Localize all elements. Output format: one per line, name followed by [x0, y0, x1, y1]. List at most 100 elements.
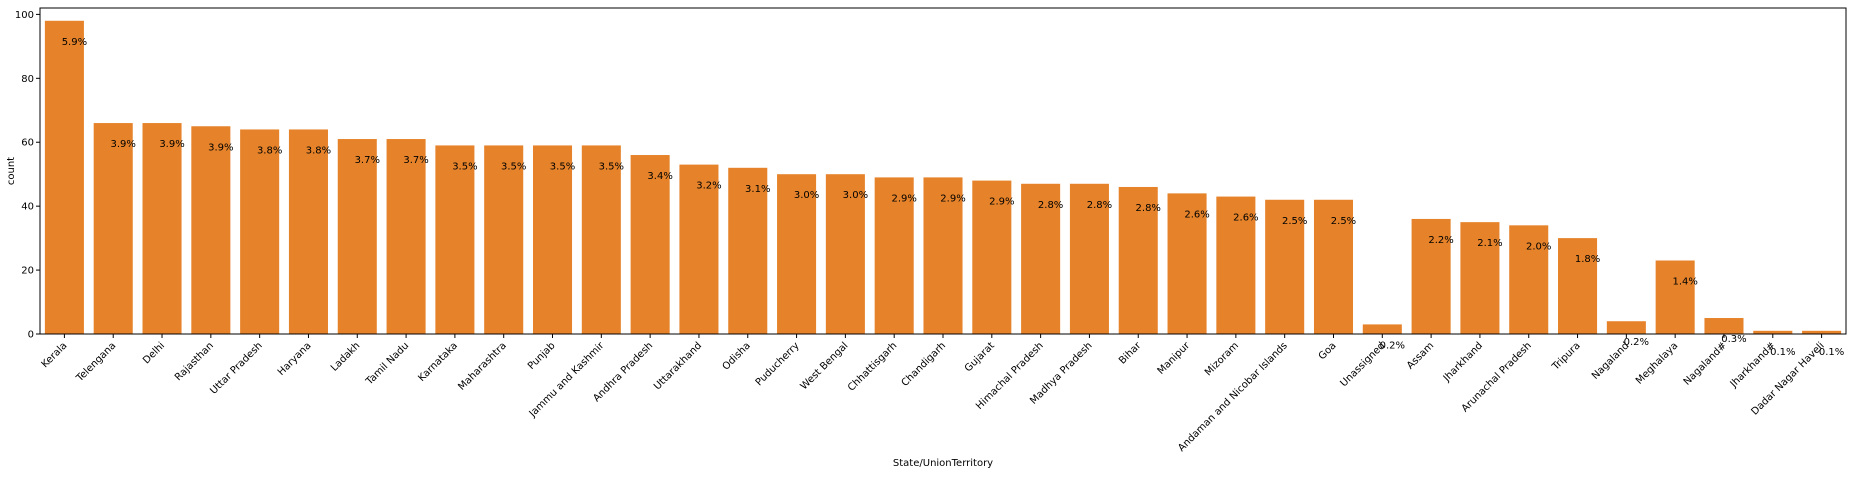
percent-label: 0.2% — [1624, 337, 1649, 348]
y-tick-label: 20 — [21, 266, 34, 277]
x-tick-label: Mizoram — [1203, 340, 1241, 378]
percent-label: 3.7% — [403, 155, 428, 166]
bar — [777, 174, 817, 334]
bar — [1216, 196, 1256, 334]
bar — [581, 145, 621, 334]
x-tick-label: Tripura — [1550, 340, 1583, 373]
percent-label: 2.2% — [1428, 235, 1453, 246]
x-tick-label: Kerala — [40, 340, 70, 370]
percent-label: 1.8% — [1575, 254, 1600, 265]
x-tick-label: Chandigarh — [900, 340, 949, 389]
percent-label: 3.0% — [794, 190, 819, 201]
bar — [1362, 324, 1402, 334]
percent-label: 3.1% — [745, 184, 770, 195]
percent-label: 2.9% — [891, 193, 916, 204]
x-tick-label: Ladakh — [329, 340, 362, 373]
percent-label: 3.2% — [696, 181, 721, 192]
bar — [1606, 321, 1646, 334]
bar — [191, 126, 231, 334]
x-tick-label: Nagaland — [1590, 340, 1631, 381]
percent-label: 0.3% — [1721, 334, 1746, 345]
bar — [435, 145, 475, 334]
percent-label: 3.5% — [599, 161, 624, 172]
bar — [1265, 199, 1305, 334]
x-tick-label: Andaman and Nicobar Islands — [1176, 340, 1290, 454]
x-tick-label: Haryana — [276, 340, 314, 378]
x-tick-label: Assam — [1405, 340, 1436, 371]
percent-label: 2.6% — [1233, 213, 1258, 224]
y-tick-label: 0 — [28, 330, 34, 341]
x-axis-title: State/UnionTerritory — [893, 458, 993, 469]
percent-label: 3.5% — [452, 161, 477, 172]
x-tick-label: Jharkhand — [1441, 340, 1485, 384]
bar — [1753, 330, 1793, 334]
bar — [923, 177, 963, 334]
bar — [337, 139, 377, 334]
percent-label: 3.0% — [843, 190, 868, 201]
x-tick-label: Telengana — [74, 340, 118, 384]
percent-label: 5.9% — [62, 37, 87, 48]
bar — [630, 155, 670, 334]
x-tick-label: Goa — [1317, 340, 1339, 362]
percent-label: 2.8% — [1038, 200, 1063, 211]
bar — [728, 167, 768, 334]
x-tick-label: West Bengal — [799, 340, 851, 392]
percent-label: 2.5% — [1282, 216, 1307, 227]
percent-label: 0.1% — [1819, 347, 1844, 358]
percent-label: 3.9% — [159, 139, 184, 150]
percent-labels-group: 5.9% 3.9% 3.9% 3.9% 3.8% 3.8% 3.7% 3.7% 3.5% 3.5%… — [62, 37, 1845, 358]
x-tick-label: Karnataka — [416, 340, 460, 384]
percent-label: 2.5% — [1331, 216, 1356, 227]
x-tick-label: Odisha — [721, 340, 753, 372]
bar — [1509, 225, 1549, 334]
x-tick-label: Punjab — [526, 340, 558, 372]
x-tick-label: Rajasthan — [173, 340, 216, 383]
x-tick-label: Uttar Pradesh — [208, 340, 264, 396]
bar — [1167, 193, 1207, 334]
x-tick-label: Manipur — [1156, 340, 1193, 377]
bar — [679, 164, 719, 334]
bar — [1704, 318, 1744, 334]
bar — [972, 180, 1012, 334]
percent-label: 3.7% — [355, 155, 380, 166]
y-axis: 0 20 40 60 80 100 — [15, 10, 40, 341]
percent-label: 0.2% — [1380, 340, 1405, 351]
bar — [142, 123, 182, 334]
bar — [1655, 260, 1695, 334]
bar — [44, 20, 84, 335]
y-tick-label: 40 — [21, 202, 34, 213]
x-tick-label: Maharashtra — [456, 340, 508, 392]
y-axis-title: count — [6, 157, 17, 185]
x-tick-label: Tamil Nadu — [364, 340, 412, 388]
x-tick-label: Nagaland# — [1682, 340, 1729, 387]
bars-group — [44, 20, 1842, 335]
bar — [386, 139, 426, 334]
percent-label: 3.8% — [257, 145, 282, 156]
bar — [1021, 183, 1061, 334]
x-tick-label: Delhi — [141, 340, 167, 366]
bar — [1460, 222, 1500, 334]
bar — [1069, 183, 1109, 334]
percent-label: 2.0% — [1526, 241, 1551, 252]
bar — [1411, 218, 1451, 334]
percent-label: 3.5% — [550, 161, 575, 172]
percent-label: 2.9% — [940, 193, 965, 204]
x-tick-label: Uttarakhand — [652, 340, 704, 392]
percent-label: 2.8% — [1087, 200, 1112, 211]
y-tick-label: 60 — [21, 138, 34, 149]
bar — [1558, 238, 1598, 334]
percent-label: 3.8% — [306, 145, 331, 156]
percent-label: 3.9% — [208, 142, 233, 153]
bar — [874, 177, 914, 334]
bar — [484, 145, 524, 334]
percent-label: 0.1% — [1770, 347, 1795, 358]
percent-label: 3.5% — [501, 161, 526, 172]
bar — [93, 123, 133, 334]
bar — [825, 174, 865, 334]
percent-label: 1.4% — [1672, 276, 1697, 287]
percent-label: 2.9% — [989, 197, 1014, 208]
x-tick-label: Chhattisgarh — [846, 340, 899, 393]
